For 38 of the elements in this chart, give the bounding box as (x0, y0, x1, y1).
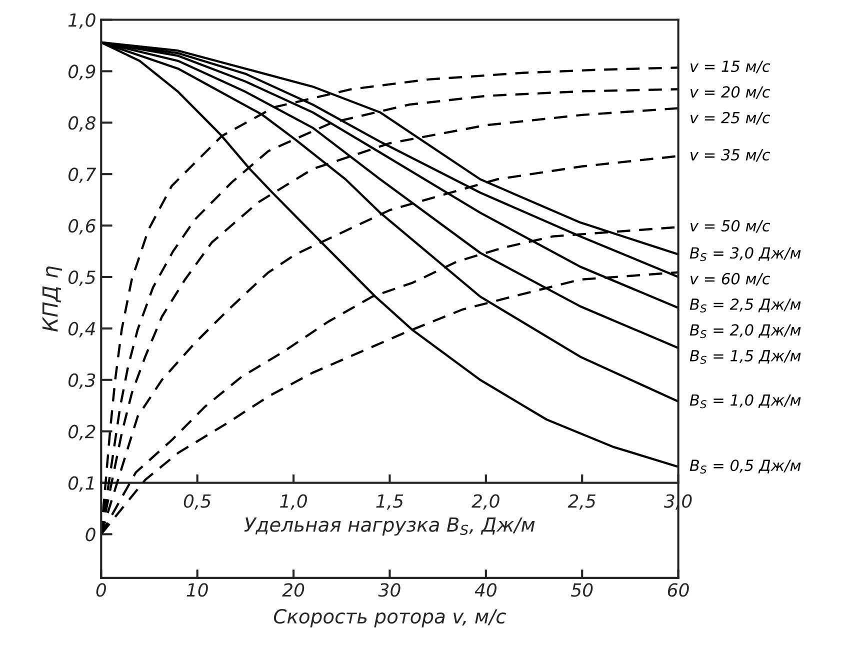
series-label: v = 50 м/с (690, 220, 770, 233)
series-label: v = 35 м/с (690, 148, 770, 162)
x-tick-label: 60 (668, 583, 689, 597)
series-label: v = 15 м/с (690, 60, 770, 74)
x2-tick-label: 2,0 (472, 494, 500, 510)
x2-tick-label: 2,5 (568, 494, 596, 510)
x-tick-label: 20 (282, 583, 304, 597)
x-tick-label: 40 (474, 583, 496, 597)
y-tick-label: 0,1 (68, 476, 94, 492)
x2-tick-label: 0,5 (184, 494, 211, 510)
x-tick-label: 10 (186, 583, 208, 597)
x-axis-title: Скорость ротора v, м/с (274, 608, 506, 628)
series-label: B$_{S}$ = 1,0 Дж/м (690, 394, 801, 408)
series-label: B$_{S}$ = 1,5 Дж/м (690, 350, 801, 364)
x-tick-label: 30 (378, 583, 400, 597)
series-label: v = 25 м/с (690, 112, 770, 125)
series-label: B$_{S}$ = 0,5 Дж/м (690, 460, 801, 474)
series-label: B$_{S}$ = 3,0 Дж/м (690, 247, 801, 262)
x2-tick-label: 1,5 (376, 494, 404, 510)
y-tick-label: 0,7 (68, 168, 96, 184)
y-tick-label: 0,2 (68, 424, 96, 440)
y-tick-label: 0 (86, 528, 96, 542)
y-tick-label: 0,4 (68, 322, 96, 338)
x-tick-label: 0 (96, 583, 106, 597)
x2-tick-label: 1,0 (280, 494, 307, 510)
y-tick-label: 0,9 (68, 64, 96, 80)
series-label: v = 60 м/с (690, 272, 770, 286)
y-tick-label: 0,3 (68, 373, 96, 389)
y-tick-label: 1,0 (68, 13, 96, 29)
series-label: B$_{S}$ = 2,0 Дж/м (690, 324, 801, 338)
x-tick-label: 50 (570, 583, 593, 597)
y-tick-label: 0,5 (68, 270, 96, 286)
series-label: B$_{S}$ = 2,5 Дж/м (690, 298, 801, 312)
y-tick-label: 0,6 (68, 219, 96, 235)
y-tick-label: 0,8 (68, 116, 96, 132)
x2-axis-title: Удельная нагрузка B$_{S}$, Дж/м (244, 517, 535, 536)
y-axis-title: КПД η (42, 266, 62, 332)
series-label: v = 20 м/с (690, 86, 770, 99)
